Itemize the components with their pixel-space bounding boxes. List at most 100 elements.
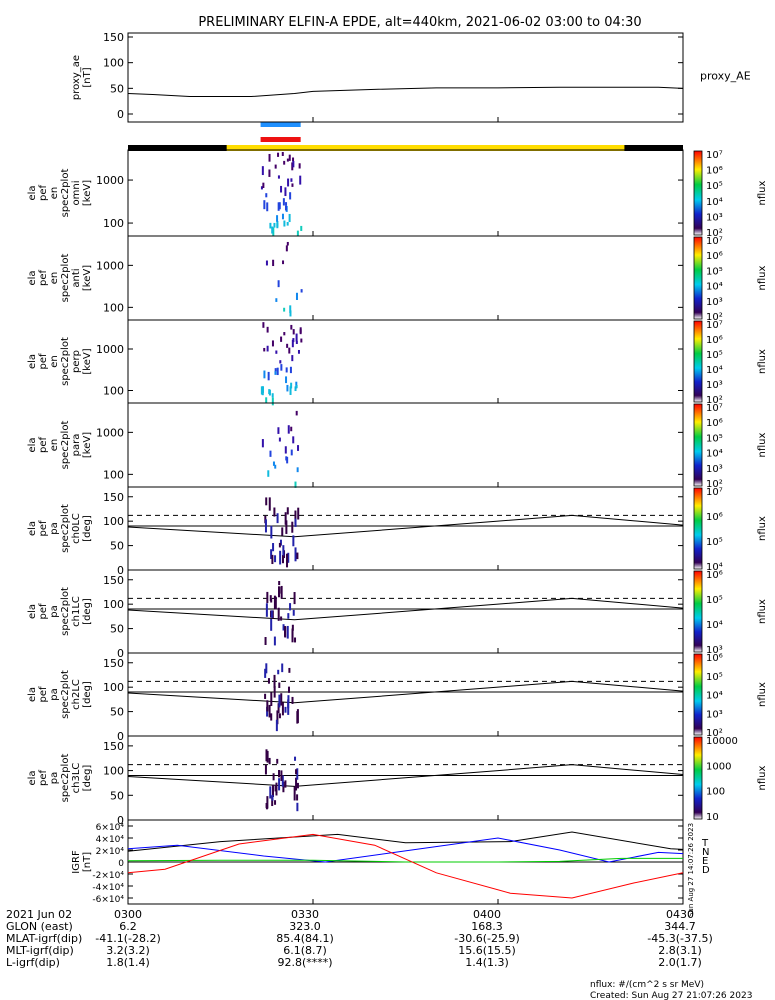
spectrogram-cell (277, 280, 280, 288)
spectrogram-cell (264, 668, 267, 678)
spectrogram-cell (277, 607, 280, 621)
y-axis-label: ela (27, 437, 38, 452)
spectrogram-cell (268, 704, 271, 718)
y-axis-label: ch1LC (71, 596, 82, 627)
y-axis-label: pef (38, 437, 49, 454)
spectrogram-cell (300, 225, 303, 231)
colorbar-tick-label: 10⁶ (706, 653, 723, 664)
y-tick-label: 100 (103, 301, 124, 314)
colorbar-tick-label: 10² (706, 728, 723, 739)
y-tick-label: 50 (110, 706, 124, 719)
colorbar-strip (693, 236, 703, 320)
panel-frame (127, 319, 684, 404)
ephemeris-value: 344.7 (664, 920, 696, 933)
ephemeris-value: 6.1(8.7) (283, 944, 327, 957)
spectrogram-cell (295, 769, 298, 775)
spectrogram-cell (270, 618, 273, 631)
spectrogram-cell (282, 545, 285, 556)
spectrogram-cell (296, 552, 299, 560)
ephemeris-value: 0300 (114, 908, 142, 921)
spectrogram-cell (282, 198, 285, 206)
spectrogram-cell (278, 713, 281, 719)
spectrogram-cell (286, 343, 289, 348)
spectrogram-cell (261, 166, 264, 176)
colorbar-tick-label: 10⁴ (706, 365, 723, 376)
spectrogram-cell (264, 637, 267, 646)
colorbar-4: 10² 10³ 10⁴ 10⁵ 10⁶ 10⁷ nflux (693, 403, 768, 490)
spectrogram-cell (268, 169, 271, 177)
colorbar-tick-label: 10⁷ (706, 150, 723, 161)
spectrogram-cell (280, 185, 283, 193)
spectrogram-cell (295, 333, 298, 342)
y-tick-label: 4×10⁴ (96, 835, 125, 845)
spectrogram-cell (294, 518, 297, 527)
footer-created: Created: Sun Aug 27 21:07:26 2023 (590, 991, 752, 1000)
colorbar-tick-label: 10³ (706, 212, 723, 223)
spectrogram-cell (290, 178, 293, 182)
y-axis-label: ela (27, 354, 38, 369)
spectrogram-cell (284, 626, 287, 637)
y-axis-label: [keV] (82, 432, 93, 458)
spectrogram-cell (299, 175, 302, 185)
colorbar-tick-label: 10³ (706, 645, 723, 656)
spectrogram-cell (294, 756, 297, 761)
panel-igrf: -6×10⁴ -4×10⁴ -2×10⁴ 0 2×10⁴ 4×10⁴ 6×10⁴ IGRF [n… (71, 819, 684, 905)
panel-ch1LC: 0 50 100 150 ela pef pa spec2plot ch1LC [deg] (27, 569, 684, 660)
y-tick-label: 100 (103, 385, 124, 398)
ephemeris-value: 168.3 (471, 920, 503, 933)
y-axis-label: [nT] (82, 67, 93, 87)
spectrogram-cell (279, 550, 282, 565)
spectrogram-cell (288, 667, 291, 673)
y-axis-label: spec2plot (60, 254, 71, 303)
spectrogram-cell (265, 603, 268, 617)
spectrogram-cell (291, 628, 294, 643)
spectrogram-cell (263, 200, 266, 210)
y-axis-label: spec2plot (60, 169, 71, 218)
spectrogram-cell (270, 525, 273, 539)
colorbar-tick-label: 10⁵ (706, 181, 723, 192)
spectrogram-cell (294, 386, 297, 392)
ephemeris-value: 1.8(1.4) (106, 956, 150, 969)
ephemeris-value: 2.0(1.7) (658, 956, 702, 969)
colorbar-strip (693, 150, 703, 236)
spectrogram-cell (292, 329, 295, 335)
colorbar-tick-label: 10⁷ (706, 487, 723, 498)
igrf-legend-N: N (702, 847, 709, 858)
spectrogram-cell (266, 345, 269, 352)
spectrogram-cell (300, 289, 303, 293)
spectrogram-cell (271, 794, 274, 801)
spectrogram-cell (264, 693, 267, 699)
y-axis-label: en (49, 187, 60, 200)
spectrogram-cell (288, 213, 291, 223)
spectrogram-cell (295, 292, 298, 300)
colorbar-strip (693, 320, 703, 403)
plot-title: PRELIMINARY ELFIN-A EPDE, alt=440km, 202… (198, 15, 641, 30)
colorbar-tick-label: 10² (706, 312, 723, 323)
spectrogram-cell (274, 371, 277, 375)
y-axis-label: pa (49, 688, 60, 700)
spectrogram-cell (296, 782, 299, 789)
ephemeris-value: 0430 (666, 908, 694, 921)
spectrogram-cell (278, 694, 281, 708)
spectrogram-cell (286, 625, 289, 639)
spectrogram-cell (288, 347, 291, 354)
colorbar-label: nflux (757, 265, 768, 290)
y-axis-label: spec2plot (60, 504, 71, 553)
colorbar-tick-label: 10³ (706, 297, 723, 308)
y-axis-label: [nT] (82, 852, 93, 872)
spectrogram-cell (294, 481, 297, 488)
spectrogram-cell (270, 598, 273, 603)
spectrogram-cell (284, 205, 287, 211)
spectrogram-cell (276, 710, 279, 725)
colorbar-tick-label: 10⁷ (706, 403, 723, 414)
y-tick-label: 0 (117, 564, 124, 577)
colorbar-8: 10 100 1000 10000 nflux (693, 736, 768, 823)
colorbar-tick-label: 10⁶ (706, 251, 723, 262)
colorbar-tick-label: 10⁶ (706, 335, 723, 346)
colorbar-tick-label: 10² (706, 395, 723, 406)
ephemeris-row-label: 2021 Jun 02 (6, 908, 72, 921)
colorbars-group: 10²10³10⁴10⁵10⁶10⁷nflux10²10³10⁴10⁵10⁶10… (693, 150, 768, 823)
y-tick-label: 100 (103, 598, 124, 611)
panel-anti: 100 1000 ela pef en spec2plot anti [keV] (27, 235, 684, 321)
y-tick-label: 150 (103, 574, 124, 587)
